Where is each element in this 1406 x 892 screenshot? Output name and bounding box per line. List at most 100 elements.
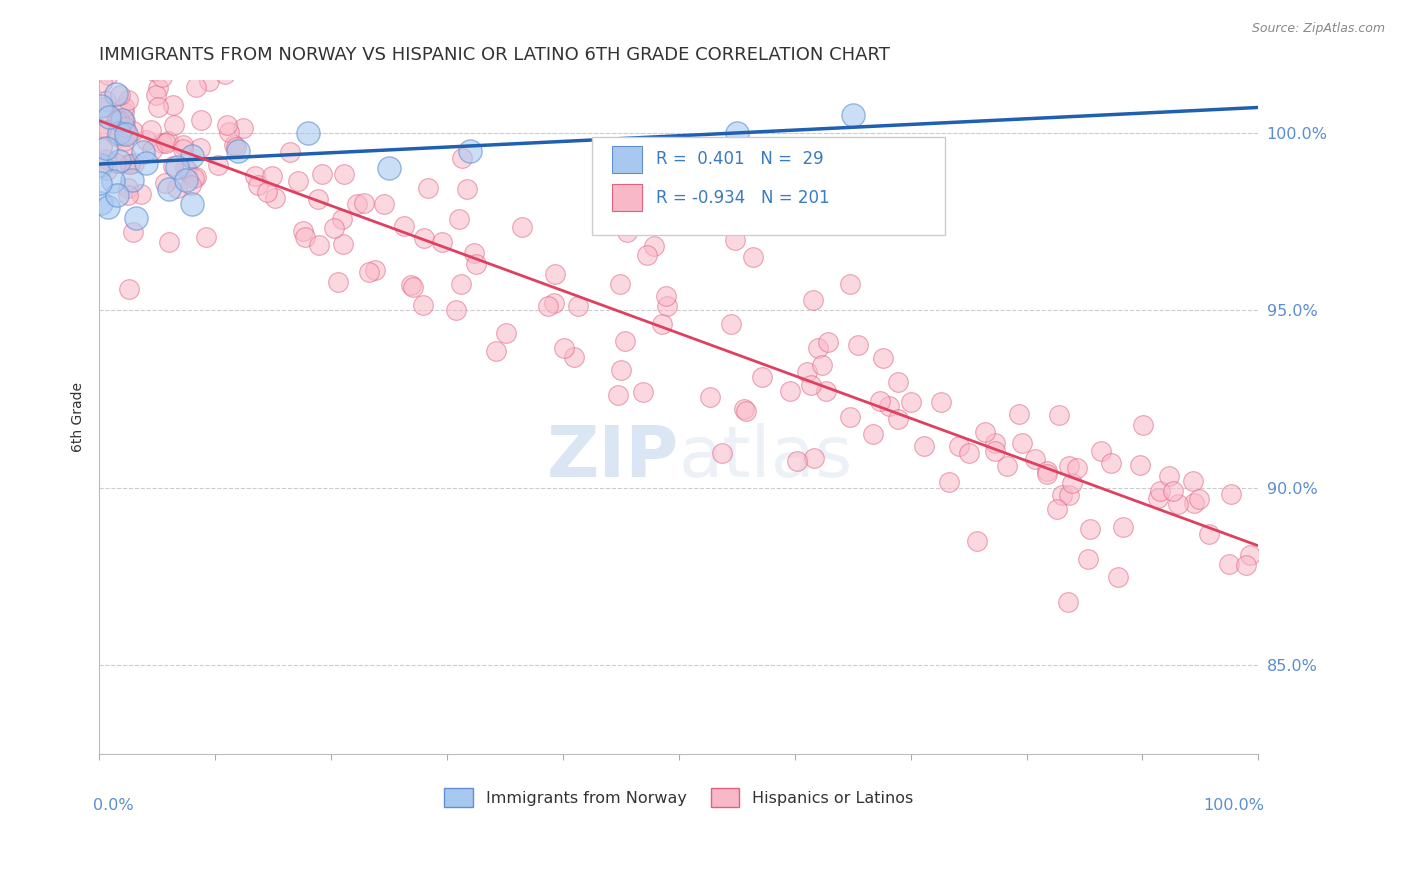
- Point: [1099, 457, 1122, 471]
- Point: [217, 119, 239, 133]
- Point: [108, 126, 131, 140]
- Point: [495, 326, 517, 340]
- Point: [105, 114, 128, 128]
- Text: 100.0%: 100.0%: [1204, 797, 1264, 813]
- Point: [449, 212, 471, 227]
- Point: [103, 55, 125, 70]
- Point: [399, 277, 422, 292]
- Point: [724, 233, 747, 247]
- Point: [114, 128, 136, 142]
- Point: [112, 104, 135, 119]
- Point: [328, 276, 350, 290]
- Point: [1078, 522, 1101, 536]
- Point: [1188, 491, 1211, 506]
- Point: [1182, 496, 1205, 510]
- Point: [90, 122, 112, 136]
- Point: [162, 98, 184, 112]
- Point: [91, 140, 114, 154]
- Point: [180, 178, 202, 193]
- Point: [562, 350, 585, 364]
- Point: [101, 174, 124, 188]
- Point: [938, 475, 960, 489]
- Point: [100, 59, 122, 73]
- Point: [430, 235, 453, 250]
- Point: [463, 246, 485, 260]
- Point: [810, 358, 832, 372]
- Point: [974, 425, 997, 439]
- Point: [1147, 491, 1170, 506]
- Point: [143, 64, 166, 78]
- Point: [1057, 595, 1080, 609]
- Point: [817, 335, 839, 350]
- Point: [174, 173, 197, 187]
- Point: [163, 118, 186, 132]
- Point: [957, 446, 980, 460]
- Point: [418, 181, 440, 195]
- Point: [912, 439, 935, 453]
- Point: [90, 158, 112, 172]
- Point: [332, 211, 354, 226]
- Legend: Immigrants from Norway, Hispanics or Latinos: Immigrants from Norway, Hispanics or Lat…: [437, 782, 920, 814]
- Point: [1035, 464, 1057, 478]
- Point: [307, 192, 329, 206]
- Point: [263, 191, 285, 205]
- Point: [720, 317, 742, 331]
- Point: [173, 161, 195, 175]
- Point: [1050, 488, 1073, 502]
- Point: [104, 87, 127, 102]
- Point: [1111, 520, 1133, 534]
- Point: [135, 133, 157, 147]
- Point: [815, 384, 838, 398]
- Point: [214, 67, 236, 81]
- Point: [1107, 570, 1129, 584]
- Point: [132, 145, 155, 159]
- Point: [98, 110, 121, 124]
- Point: [733, 402, 755, 417]
- Point: [1060, 476, 1083, 491]
- Point: [1047, 408, 1070, 422]
- Point: [1198, 526, 1220, 541]
- Point: [846, 337, 869, 351]
- Point: [180, 149, 202, 163]
- Point: [138, 57, 160, 71]
- Point: [643, 239, 665, 253]
- Point: [190, 112, 212, 127]
- Point: [879, 399, 901, 413]
- Point: [262, 169, 284, 183]
- Point: [278, 145, 301, 159]
- Point: [105, 129, 128, 144]
- Bar: [612, 145, 641, 173]
- Point: [89, 36, 111, 50]
- Point: [872, 351, 894, 365]
- Point: [108, 88, 131, 103]
- Point: [105, 112, 128, 127]
- Point: [699, 390, 721, 404]
- Point: [346, 197, 368, 211]
- Point: [93, 100, 115, 114]
- Point: [1090, 443, 1112, 458]
- Point: [90, 195, 112, 210]
- Point: [1167, 497, 1189, 511]
- Point: [553, 341, 575, 355]
- Point: [256, 185, 278, 199]
- Point: [886, 375, 908, 389]
- Point: [97, 200, 120, 214]
- Point: [122, 156, 145, 170]
- Point: [129, 186, 152, 201]
- Point: [995, 459, 1018, 474]
- Point: [1132, 417, 1154, 432]
- Point: [984, 444, 1007, 458]
- Point: [89, 176, 111, 190]
- Point: [112, 100, 135, 114]
- Point: [308, 238, 330, 252]
- Point: [184, 170, 207, 185]
- Point: [122, 124, 145, 138]
- Point: [198, 74, 221, 88]
- Point: [373, 197, 395, 211]
- Point: [145, 88, 167, 103]
- Point: [796, 365, 818, 379]
- Point: [412, 231, 434, 245]
- Point: [458, 144, 481, 158]
- Point: [118, 157, 141, 171]
- Point: [711, 446, 734, 460]
